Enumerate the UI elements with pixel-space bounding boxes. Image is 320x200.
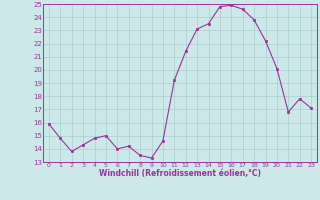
X-axis label: Windchill (Refroidissement éolien,°C): Windchill (Refroidissement éolien,°C) [99,169,261,178]
